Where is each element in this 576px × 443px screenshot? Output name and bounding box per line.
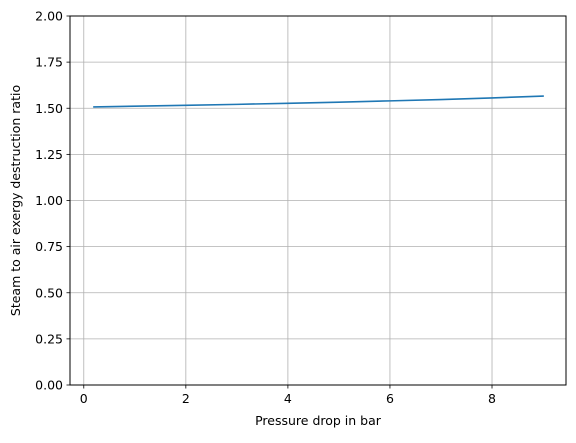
- grid: [70, 15, 566, 386]
- y-tick-label: 1.00: [35, 193, 63, 208]
- x-tick-label: 6: [386, 391, 394, 406]
- y-tick-label: 2.00: [35, 9, 63, 24]
- series-layer: [93, 95, 544, 108]
- y-tick-label: 0.00: [35, 378, 63, 393]
- y-tick-label: 1.25: [35, 147, 63, 162]
- y-tick-label: 1.75: [35, 55, 63, 70]
- x-tick-label: 2: [182, 391, 190, 406]
- series-line: [93, 95, 544, 108]
- x-axis-label: Pressure drop in bar: [255, 413, 382, 428]
- y-tick-label: 0.75: [35, 239, 63, 254]
- x-tick-label: 0: [80, 391, 88, 406]
- y-axis-label: Steam to air exergy destruction ratio: [8, 85, 23, 316]
- ticks: 0 2 4 6 8 0.00 0.25 0.50 0.75 1.00 1.25 1.50 1.75 2.0…: [35, 9, 496, 407]
- y-tick-label: 1.50: [35, 101, 63, 116]
- x-tick-label: 4: [284, 391, 292, 406]
- y-tick-label: 0.25: [35, 331, 63, 346]
- y-tick-label: 0.50: [35, 285, 63, 300]
- x-tick-label: 8: [488, 391, 496, 406]
